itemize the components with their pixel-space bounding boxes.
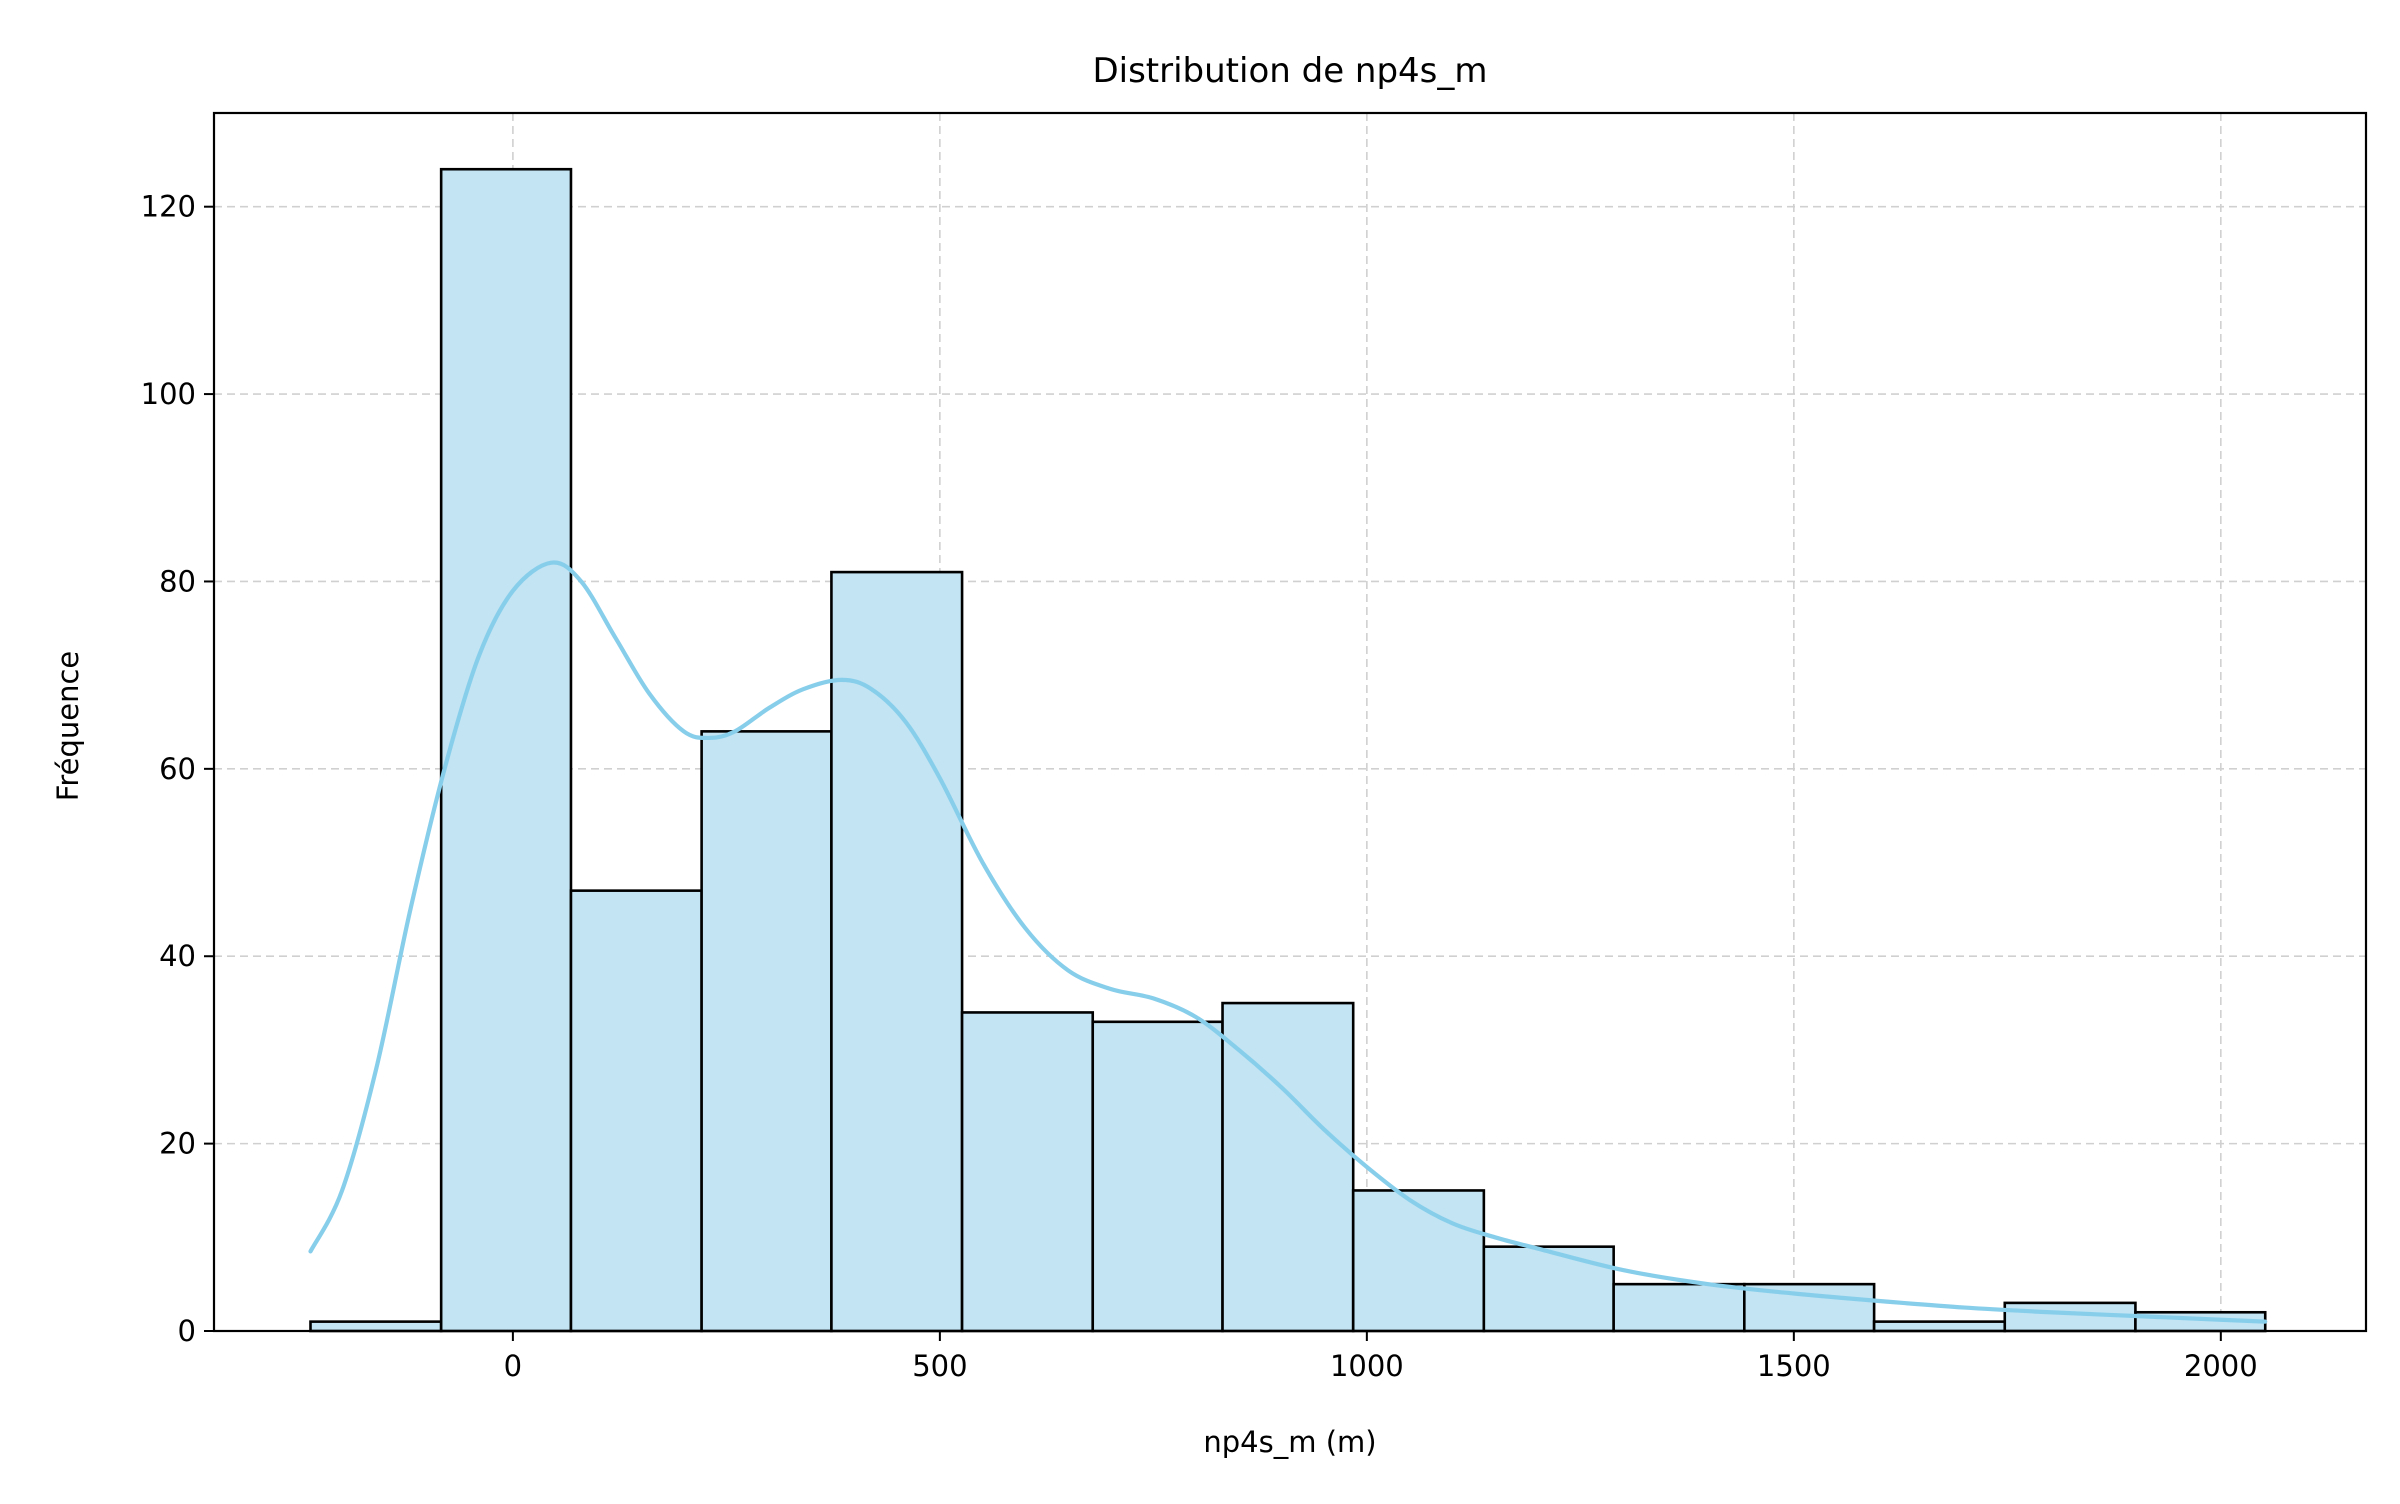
y-tick-label: 80 [159, 564, 196, 598]
y-axis-ticks: 0 20 40 60 80 100 120 [141, 190, 214, 1348]
plot-frame [212, 111, 2368, 1333]
x-tick-label: 0 [504, 1349, 522, 1383]
x-axis-label: np4s_m (m) [1203, 1425, 1376, 1459]
histogram-bar [830, 570, 964, 1333]
histogram-bar [960, 1011, 1095, 1333]
histogram-bar [439, 167, 573, 1333]
histogram-bar [1091, 1020, 1224, 1333]
kde-curve-group [308, 560, 2268, 1324]
x-tick-label: 1500 [1757, 1349, 1831, 1383]
histogram-bar [1221, 1001, 1355, 1333]
histogram-bar [1351, 1189, 1486, 1333]
x-tick-label: 1000 [1330, 1349, 1404, 1383]
histogram-bar [1612, 1282, 1746, 1333]
y-tick-label: 120 [141, 190, 196, 224]
chart-title: Distribution de np4s_m [1092, 51, 1487, 91]
x-tick-label: 500 [912, 1349, 967, 1383]
y-axis-label: Fréquence [51, 651, 85, 802]
y-tick-label: 0 [178, 1314, 196, 1348]
y-tick-label: 40 [159, 939, 196, 973]
x-tick-label: 2000 [2184, 1349, 2258, 1383]
histogram-bars [309, 167, 2267, 1333]
x-axis-ticks: 0 500 1000 1500 2000 [504, 1331, 2258, 1383]
kde-curve [308, 560, 2268, 1324]
histogram-bar [569, 889, 703, 1333]
y-tick-label: 100 [141, 377, 196, 411]
y-tick-label: 60 [159, 752, 196, 786]
y-tick-label: 20 [159, 1127, 196, 1161]
histogram-bar [1482, 1245, 1615, 1333]
histogram-bar [700, 730, 833, 1333]
histogram-bar [309, 1320, 443, 1333]
histogram-bar [1872, 1320, 2007, 1333]
